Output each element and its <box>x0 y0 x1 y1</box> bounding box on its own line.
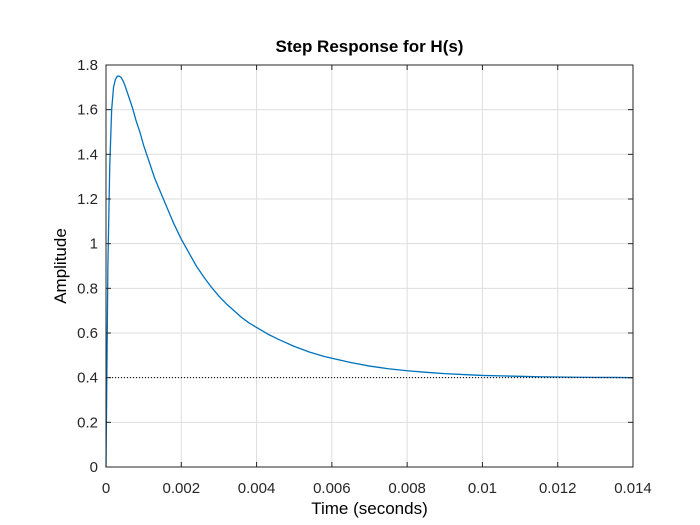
x-tick-label: 0.012 <box>539 480 577 497</box>
y-tick-label: 0.8 <box>77 280 98 297</box>
x-axis-label: Time (seconds) <box>311 499 428 518</box>
y-axis-label: Amplitude <box>51 228 70 304</box>
y-tick-label: 0 <box>90 459 98 476</box>
y-tick-label: 1.6 <box>77 102 98 119</box>
y-tick-label: 0.6 <box>77 325 98 342</box>
x-tick-label: 0.006 <box>313 480 351 497</box>
tick-layer: 0 0.002 0.004 0.006 0.008 0.01 0.012 0.014 0 0.2 0… <box>77 57 652 497</box>
y-tick-label: 1.8 <box>77 57 98 74</box>
plot-area-background <box>106 65 633 467</box>
y-tick-label: 1 <box>90 236 98 253</box>
series-layer <box>105 75 634 468</box>
x-tick-label: 0.008 <box>388 480 426 497</box>
x-tick-label: 0.01 <box>468 480 497 497</box>
y-tick-label: 1.2 <box>77 191 98 208</box>
plot-area-border <box>105 64 634 468</box>
step-response-line <box>105 75 634 468</box>
chart-title: Step Response for H(s) <box>276 37 464 56</box>
y-tick-label: 0.2 <box>77 414 98 431</box>
x-tick-label: 0.004 <box>238 480 276 497</box>
x-tick-label: 0 <box>102 480 110 497</box>
x-tick-label: 0.002 <box>163 480 201 497</box>
x-tick-label: 0.014 <box>614 480 652 497</box>
y-tick-label: 1.4 <box>77 146 98 163</box>
y-tick-label: 0.4 <box>77 370 98 387</box>
